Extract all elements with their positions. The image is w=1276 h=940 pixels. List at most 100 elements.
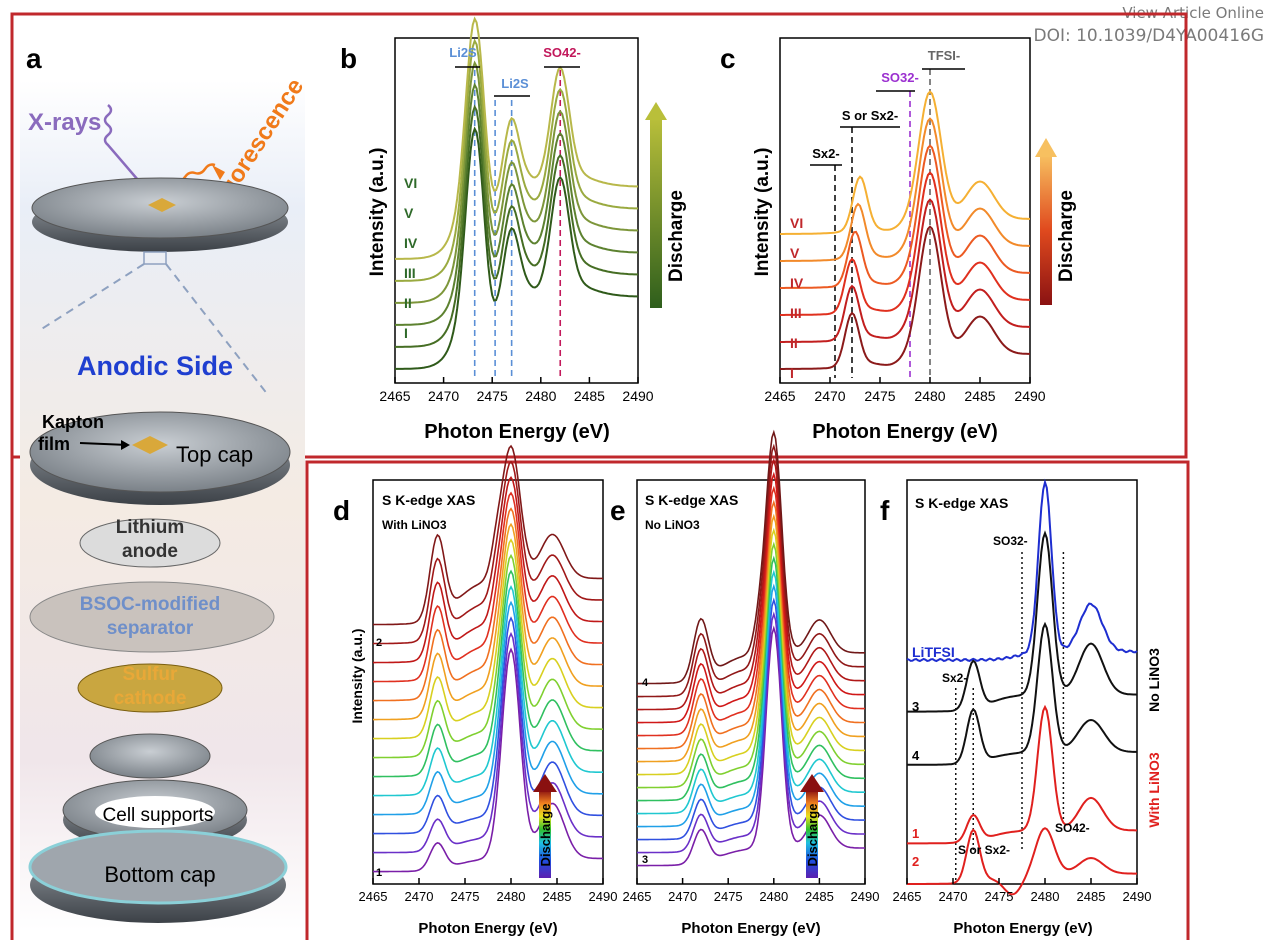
- panel-e-xlabel: Photon Energy (eV): [681, 920, 820, 937]
- anodic-side-title: Anodic Side: [77, 351, 233, 381]
- panel-d-title: S K-edge XAS: [382, 492, 475, 508]
- b-stage-label: V: [404, 205, 414, 221]
- c-stage-label: V: [790, 245, 800, 261]
- panel-d-label: d: [333, 495, 350, 526]
- b-stage-label: III: [404, 265, 416, 281]
- d-curve: [373, 600, 603, 816]
- d-curve: [373, 631, 604, 854]
- c-marker-label-tfsi: TFSI-: [928, 48, 961, 63]
- zoom-line-left: [39, 263, 145, 331]
- zoom-box: [143, 251, 167, 265]
- panel-d: d 2465 2470 2475 2480 2485 2490 S K-edge XAS …: [333, 444, 617, 937]
- f-series-4: [907, 621, 1137, 766]
- panel-a-label: a: [26, 43, 42, 74]
- x-tick-label: 2490: [622, 388, 653, 404]
- c-stage-label: III: [790, 305, 802, 321]
- top-cap-top: [29, 411, 291, 493]
- x-tick-label: 2485: [574, 388, 605, 404]
- x-tick-label: 2465: [764, 388, 795, 404]
- b-discharge-arrowhead: [645, 102, 667, 120]
- panel-c-label: c: [720, 43, 736, 74]
- e-curve: [637, 457, 865, 711]
- x-tick-label: 2470: [939, 889, 968, 904]
- x-tick-label: 2465: [359, 889, 388, 904]
- panel-b-ylabel: Intensity (a.u.): [367, 148, 388, 277]
- panel-b: b 2465 2470 2475 2480 2485 2490 Intensity (a.…: [340, 16, 687, 443]
- e-curve: [637, 555, 865, 802]
- e-curve: [637, 513, 866, 763]
- panel-d-top-index: 2: [376, 637, 382, 649]
- fluorescence-arrowhead: [212, 165, 225, 180]
- panel-c-xlabel: Photon Energy (eV): [812, 421, 998, 443]
- panel-b-plot-frame: [394, 37, 639, 384]
- panel-d-subtitle: With LiNO3: [382, 518, 447, 532]
- x-tick-label: 2465: [623, 889, 652, 904]
- e-curve: [637, 597, 865, 841]
- c-series-I: [780, 225, 1030, 370]
- xray-beam: [103, 104, 139, 181]
- f-so3-label: SO32-: [993, 534, 1028, 548]
- anode-label: anode: [122, 541, 178, 562]
- x-tick-label: 2475: [451, 889, 480, 904]
- x-tick-label: 2485: [805, 889, 834, 904]
- e-curve: [637, 625, 865, 867]
- x-tick-label: 2485: [964, 388, 995, 404]
- b-series-II: [395, 104, 639, 348]
- b-stage-label: IV: [404, 235, 418, 251]
- x-tick-label: 2470: [668, 889, 697, 904]
- d-curve: [373, 553, 603, 759]
- view-online-link[interactable]: View Article Online: [1122, 4, 1264, 22]
- e-curve: [637, 471, 865, 724]
- b-series-III: [395, 82, 639, 326]
- d-curve: [373, 475, 603, 664]
- panel-d-ylabel: Intensity (a.u.): [349, 629, 365, 724]
- x-tick-label: 2480: [914, 388, 945, 404]
- panel-f-xlabel: Photon Energy (eV): [953, 920, 1092, 937]
- panel-f: f 2465 2470 2475 2480 2485 2490 S K-edge XAS …: [880, 478, 1162, 937]
- panel-c: c 2465 2470 2475 2480 2485 2490 Intensity (a.…: [720, 37, 1077, 443]
- x-tick-label: 2480: [525, 388, 556, 404]
- cathode-label: cathode: [114, 688, 187, 709]
- x-tick-label: 2480: [497, 889, 526, 904]
- d-curve: [373, 569, 603, 778]
- f-no-lino3-label: No LiNO3: [1146, 648, 1162, 712]
- b-series-V: [395, 38, 639, 282]
- x-tick-label: 2490: [851, 889, 880, 904]
- f-s-or-sx-label: S or Sx2-: [958, 843, 1010, 857]
- e-curve: [637, 569, 865, 815]
- x-tick-label: 2470: [405, 889, 434, 904]
- b-marker-label-li2s-1: Li2S: [449, 45, 477, 60]
- d-curve: [373, 616, 603, 835]
- x-tick-label: 2480: [1031, 889, 1060, 904]
- kapton-film-shape: [132, 436, 168, 454]
- xrays-label: X-rays: [28, 109, 101, 136]
- d-discharge-arrowhead: [533, 774, 557, 792]
- x-tick-label: 2465: [379, 388, 410, 404]
- f-with-lino3-label: With LiNO3: [1146, 752, 1162, 828]
- f-curve-label-4: 4: [912, 748, 920, 763]
- sulfur-label: Sulfur: [123, 664, 178, 685]
- c-stage-label: IV: [790, 275, 804, 291]
- c-stage-label: I: [790, 365, 794, 381]
- bottom-cap-label: Bottom cap: [104, 862, 215, 887]
- c-discharge-label: Discharge: [1056, 190, 1077, 282]
- f-series-2: [907, 827, 1137, 896]
- c-stage-label: VI: [790, 215, 803, 231]
- b-discharge-label: Discharge: [666, 190, 687, 282]
- e-curve: [637, 527, 865, 776]
- f-so4-label: SO42-: [1055, 821, 1090, 835]
- b-series-I: [395, 126, 639, 370]
- e-curve: [637, 429, 865, 685]
- doi-text: DOI: 10.1039/D4YA00416G: [1033, 26, 1265, 46]
- f-curve-label-2: 2: [912, 854, 919, 869]
- e-curve: [637, 611, 866, 854]
- kapton-arrowhead: [121, 440, 130, 450]
- f-series-1: [907, 704, 1137, 845]
- x-tick-label: 2480: [759, 889, 788, 904]
- x-tick-label: 2490: [1123, 889, 1152, 904]
- x-tick-label: 2485: [543, 889, 572, 904]
- c-discharge-arrow-shaft: [1040, 155, 1052, 305]
- c-discharge-arrowhead: [1035, 138, 1057, 157]
- c-marker-label-sx: Sx2-: [812, 146, 839, 161]
- bottom-cap-top: [28, 829, 288, 905]
